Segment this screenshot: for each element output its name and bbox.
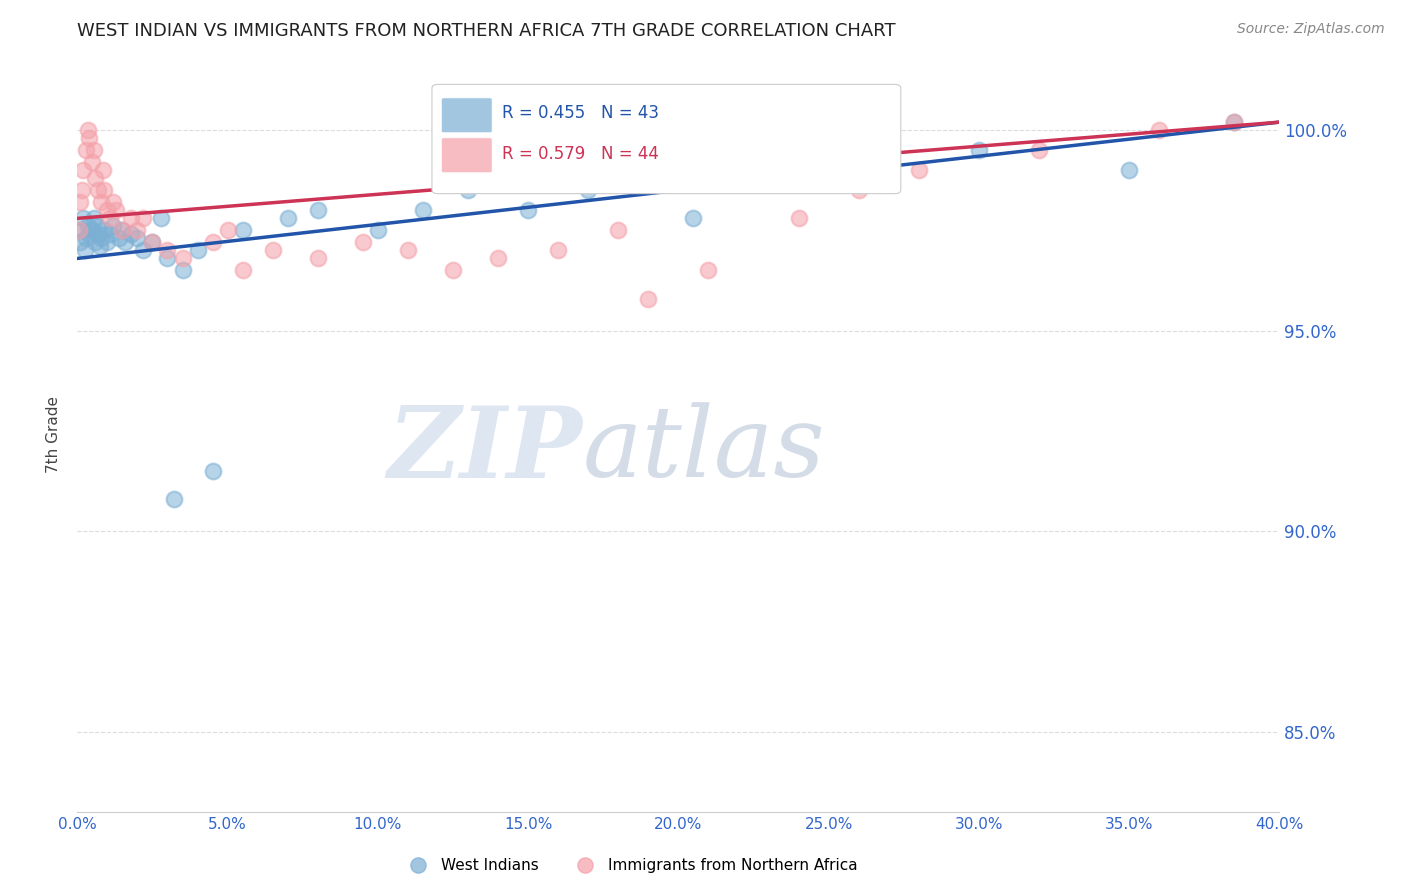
Point <box>156 244 179 258</box>
Point <box>79 131 101 145</box>
Point <box>217 223 239 237</box>
Point <box>90 231 112 245</box>
Point <box>87 227 110 242</box>
Point <box>682 211 704 226</box>
Point <box>457 183 479 197</box>
Point <box>69 235 91 250</box>
Point <box>72 211 94 226</box>
Point <box>637 292 659 306</box>
Point <box>1149 123 1171 137</box>
Point <box>848 183 870 197</box>
Point <box>70 183 93 197</box>
Text: WEST INDIAN VS IMMIGRANTS FROM NORTHERN AFRICA 7TH GRADE CORRELATION CHART: WEST INDIAN VS IMMIGRANTS FROM NORTHERN … <box>77 22 896 40</box>
Point <box>172 252 194 266</box>
Point <box>93 183 115 197</box>
Point <box>352 235 374 250</box>
Point <box>82 223 104 237</box>
Point <box>111 223 134 237</box>
FancyBboxPatch shape <box>432 85 901 194</box>
Point <box>75 231 97 245</box>
Point <box>84 235 107 250</box>
Point <box>517 203 540 218</box>
Point <box>201 235 224 250</box>
Point <box>75 143 97 157</box>
Point <box>307 203 329 218</box>
Point <box>441 263 464 277</box>
Point <box>576 183 599 197</box>
Point <box>162 491 184 506</box>
Point <box>79 227 101 242</box>
Point <box>141 235 163 250</box>
Point <box>141 235 163 250</box>
Text: Source: ZipAtlas.com: Source: ZipAtlas.com <box>1237 22 1385 37</box>
Point <box>114 235 136 250</box>
Point <box>120 227 142 242</box>
Point <box>100 227 122 242</box>
Point <box>697 263 720 277</box>
FancyBboxPatch shape <box>441 138 492 172</box>
Text: R = 0.455   N = 43: R = 0.455 N = 43 <box>502 104 658 122</box>
Point <box>187 244 209 258</box>
Point <box>127 231 149 245</box>
Point <box>86 219 108 234</box>
Point <box>132 211 155 226</box>
Point <box>67 223 90 237</box>
Point <box>150 211 173 226</box>
Point <box>111 223 134 237</box>
Point <box>232 223 254 237</box>
Point <box>96 203 118 218</box>
Point <box>908 163 931 178</box>
Point <box>547 244 569 258</box>
Point <box>76 123 98 137</box>
Point <box>93 223 115 237</box>
Point <box>83 211 105 226</box>
Point <box>307 252 329 266</box>
Point <box>89 239 111 253</box>
Point <box>73 244 96 258</box>
Point <box>82 155 104 169</box>
Point <box>72 163 94 178</box>
Point <box>486 252 509 266</box>
Point <box>1223 115 1246 129</box>
Point <box>232 263 254 277</box>
Point <box>70 223 93 237</box>
Point <box>787 211 810 226</box>
Point <box>127 223 149 237</box>
Point <box>83 143 105 157</box>
Point <box>90 195 112 210</box>
Point <box>396 244 419 258</box>
Point <box>132 244 155 258</box>
Point <box>84 171 107 186</box>
Legend: West Indians, Immigrants from Northern Africa: West Indians, Immigrants from Northern A… <box>396 852 863 880</box>
Point <box>1223 115 1246 129</box>
FancyBboxPatch shape <box>441 98 492 133</box>
Point <box>277 211 299 226</box>
Point <box>87 183 110 197</box>
Point <box>967 143 990 157</box>
Point <box>201 464 224 478</box>
Point <box>412 203 434 218</box>
Point <box>103 195 125 210</box>
Text: atlas: atlas <box>582 402 825 498</box>
Point <box>172 263 194 277</box>
Point <box>607 223 630 237</box>
Point <box>1028 143 1050 157</box>
Point <box>100 211 122 226</box>
Point <box>262 244 284 258</box>
Point <box>108 231 131 245</box>
Point <box>103 219 125 234</box>
Point <box>156 252 179 266</box>
Point <box>367 223 389 237</box>
Point <box>96 235 118 250</box>
Text: ZIP: ZIP <box>387 401 582 498</box>
Point <box>1118 163 1140 178</box>
Y-axis label: 7th Grade: 7th Grade <box>46 396 62 474</box>
Point <box>76 219 98 234</box>
Point <box>105 203 128 218</box>
Point <box>120 211 142 226</box>
Point <box>69 195 91 210</box>
Point <box>91 163 114 178</box>
Text: R = 0.579   N = 44: R = 0.579 N = 44 <box>502 145 658 162</box>
